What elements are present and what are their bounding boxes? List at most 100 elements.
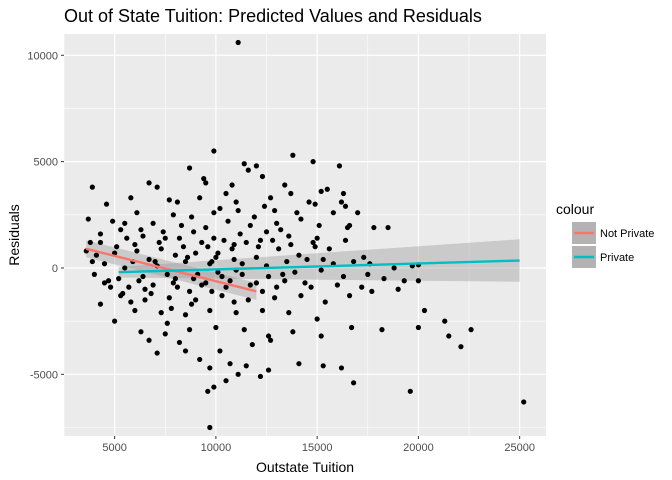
data-point (278, 227, 284, 233)
data-point (324, 186, 330, 192)
data-point (336, 163, 343, 169)
trend-line-private (118, 259, 520, 274)
x-tick-label: 15000 (302, 442, 333, 454)
x-tick-label: 5000 (102, 442, 126, 454)
data-point (348, 324, 355, 331)
data-point (314, 316, 320, 322)
data-point (312, 244, 318, 250)
data-point (186, 165, 193, 171)
data-point (342, 237, 349, 243)
data-point (284, 258, 290, 265)
data-point (215, 250, 221, 256)
data-point (174, 284, 181, 290)
data-point (203, 180, 209, 186)
data-point (166, 197, 172, 203)
data-point (85, 216, 91, 222)
y-tick-label: 10000 (27, 50, 58, 62)
data-point (146, 180, 152, 186)
data-point (322, 299, 328, 305)
data-point (235, 39, 241, 46)
data-point (112, 318, 118, 324)
data-point (282, 182, 288, 188)
chart-title: Out of State Tuition: Predicted Values a… (64, 6, 482, 26)
legend-label: Not Private (600, 228, 654, 240)
data-point (239, 261, 245, 267)
data-point (239, 271, 245, 277)
data-point (385, 224, 391, 231)
data-point (282, 278, 288, 284)
data-point (184, 254, 191, 260)
data-point (318, 267, 324, 273)
plot-panel (64, 34, 546, 436)
data-point (182, 258, 189, 265)
data-point (118, 227, 124, 233)
data-point (395, 286, 401, 292)
x-tick-label: 20000 (403, 442, 434, 454)
data-point (132, 241, 138, 248)
smooth-lines (85, 247, 520, 293)
data-point (199, 282, 205, 288)
data-point (261, 203, 268, 209)
data-point (247, 222, 253, 229)
data-point (176, 339, 183, 346)
data-point (199, 239, 205, 246)
data-point (290, 329, 296, 335)
data-point (182, 348, 189, 354)
data-point (217, 205, 223, 212)
data-point (101, 261, 108, 267)
data-point (245, 297, 251, 303)
data-point (140, 233, 146, 239)
data-point (265, 333, 272, 339)
data-point (209, 258, 215, 265)
data-point (191, 276, 197, 282)
data-point (142, 297, 148, 303)
data-point (201, 176, 207, 182)
data-point (172, 252, 178, 258)
data-point (344, 224, 351, 231)
data-point (193, 297, 199, 303)
data-point (166, 295, 172, 301)
x-tick-label: 25000 (504, 442, 535, 454)
data-point (107, 284, 114, 290)
data-point (253, 254, 259, 260)
data-point (89, 184, 95, 190)
data-point (160, 229, 166, 235)
data-point (97, 301, 104, 307)
data-point (415, 278, 422, 284)
data-point (188, 301, 195, 307)
data-point (468, 327, 474, 333)
data-point (259, 288, 266, 294)
data-point (379, 327, 385, 333)
data-point (286, 310, 292, 316)
data-point (272, 295, 278, 301)
data-point (91, 271, 97, 277)
data-point (207, 365, 213, 371)
data-point (381, 276, 387, 282)
data-point (257, 373, 264, 380)
data-point (361, 254, 367, 260)
data-point (263, 229, 270, 235)
data-point (89, 258, 95, 265)
data-point (458, 344, 464, 350)
y-tick-label: 0 (52, 263, 58, 275)
data-point (243, 363, 249, 369)
data-point (219, 273, 225, 280)
data-point (259, 173, 266, 180)
data-point (308, 284, 314, 290)
data-point (235, 371, 241, 377)
data-point (346, 293, 353, 299)
data-point (227, 278, 233, 284)
data-point (154, 350, 160, 356)
data-point (257, 237, 264, 243)
legend-label: Private (600, 252, 634, 264)
data-point (154, 184, 160, 190)
data-point (249, 341, 255, 348)
data-point (217, 348, 223, 354)
data-point (318, 188, 324, 194)
y-tick-label: 5000 (34, 157, 58, 169)
data-point (253, 163, 259, 169)
data-point (259, 307, 266, 314)
data-point (114, 244, 120, 250)
data-point (314, 235, 320, 241)
data-point (245, 167, 251, 173)
